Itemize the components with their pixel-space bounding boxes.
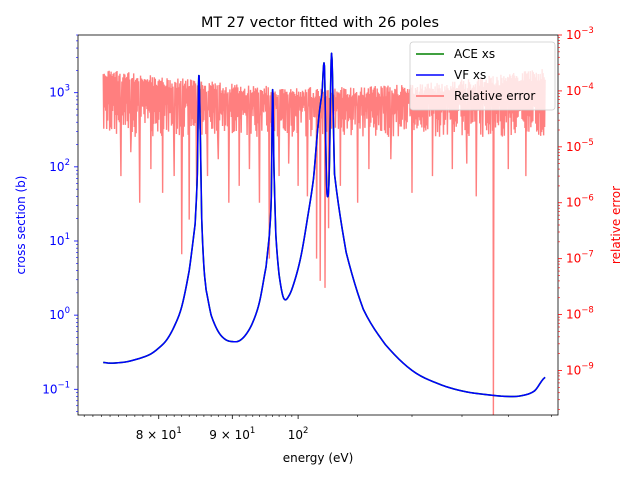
legend: ACE xs VF xs Relative error bbox=[409, 41, 556, 111]
y-right-tick-label: 10−3 bbox=[566, 26, 594, 42]
legend-label-error: Relative error bbox=[454, 89, 535, 103]
y-right-tick-label: 10−7 bbox=[566, 250, 594, 266]
x-axis-label: energy (eV) bbox=[283, 451, 354, 465]
y-left-tick-label: 100 bbox=[49, 306, 70, 322]
legend-label-ace: ACE xs bbox=[454, 47, 495, 61]
y-right-tick-label: 10−5 bbox=[566, 138, 594, 154]
y-left-tick-label: 102 bbox=[49, 158, 70, 174]
y-axis-left-ticks: 10−1 100 101 102 103 bbox=[42, 34, 78, 412]
y-axis-left-label: cross section (b) bbox=[14, 176, 28, 275]
y-right-tick-label: 10−8 bbox=[566, 306, 594, 322]
y-left-tick-label: 103 bbox=[49, 84, 70, 100]
y-right-tick-label: 10−9 bbox=[566, 361, 594, 377]
series-vf-xs-line bbox=[103, 52, 546, 398]
y-axis-right-ticks: 10−9 10−8 10−7 10−6 10−5 10−4 10−3 bbox=[558, 26, 594, 410]
y-right-tick-label: 10−6 bbox=[566, 194, 594, 210]
y-left-tick-label: 101 bbox=[49, 232, 70, 248]
x-tick-label: 9 × 101 bbox=[209, 426, 255, 442]
x-tick-label: 102 bbox=[288, 426, 309, 442]
y-axis-right-label: relative error bbox=[609, 186, 623, 264]
legend-box bbox=[409, 41, 556, 111]
chart-title: MT 27 vector fitted with 26 poles bbox=[201, 15, 439, 31]
y-left-tick-label: 10−1 bbox=[42, 380, 70, 396]
x-tick-label: 8 × 101 bbox=[136, 426, 182, 442]
legend-label-vf: VF xs bbox=[454, 68, 486, 82]
y-right-tick-label: 10−4 bbox=[566, 82, 594, 98]
x-axis-ticks: 8 × 101 9 × 101 102 bbox=[83, 415, 552, 442]
